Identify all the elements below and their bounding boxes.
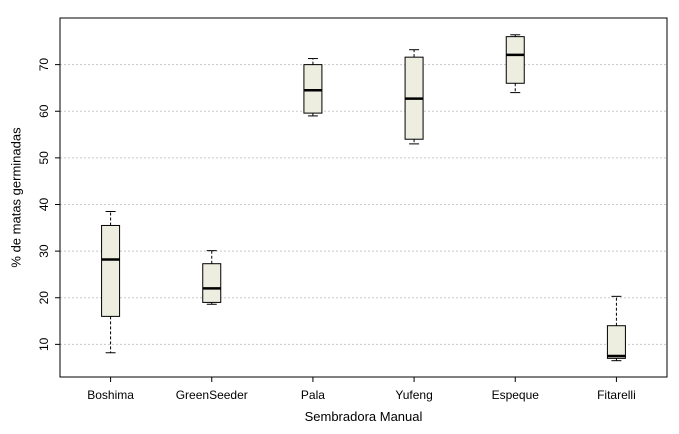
y-axis-title: % de matas germinadas [8,127,23,268]
iqr-box [606,325,626,359]
box-espeque [505,34,525,94]
box-pala [303,58,323,117]
iqr-box [303,64,323,114]
y-tick-label: 30 [37,244,51,258]
x-axis-title: Sembradora Manual [305,409,423,424]
x-tick-label: Espeque [492,388,540,402]
x-tick-label: Boshima [87,388,134,402]
box-yufeng [404,49,424,145]
y-tick-label: 40 [37,197,51,211]
x-tick-label: Fitarelli [597,388,636,402]
box-fitarelli [606,295,626,362]
iqr-box [505,36,525,84]
y-tick-label: 70 [37,58,51,72]
y-tick-label: 60 [37,104,51,118]
x-axis: Boshima GreenSeeder Pala Yufeng Espeque Fitar… [87,377,636,402]
boxes [101,34,626,362]
x-tick-label: Pala [301,388,325,402]
y-tick-label: 20 [37,291,51,305]
y-axis: 10 20 30 40 50 60 70 [37,58,60,351]
y-tick-label: 10 [37,337,51,351]
y-tick-label: 50 [37,151,51,165]
x-tick-label: GreenSeeder [176,388,248,402]
grid-lines [60,64,667,345]
box-boshima [101,210,121,354]
plot-frame [59,17,668,378]
x-tick-label: Yufeng [395,388,432,402]
iqr-box [101,224,121,317]
iqr-box [202,263,222,303]
box-greenseeder [202,250,222,305]
